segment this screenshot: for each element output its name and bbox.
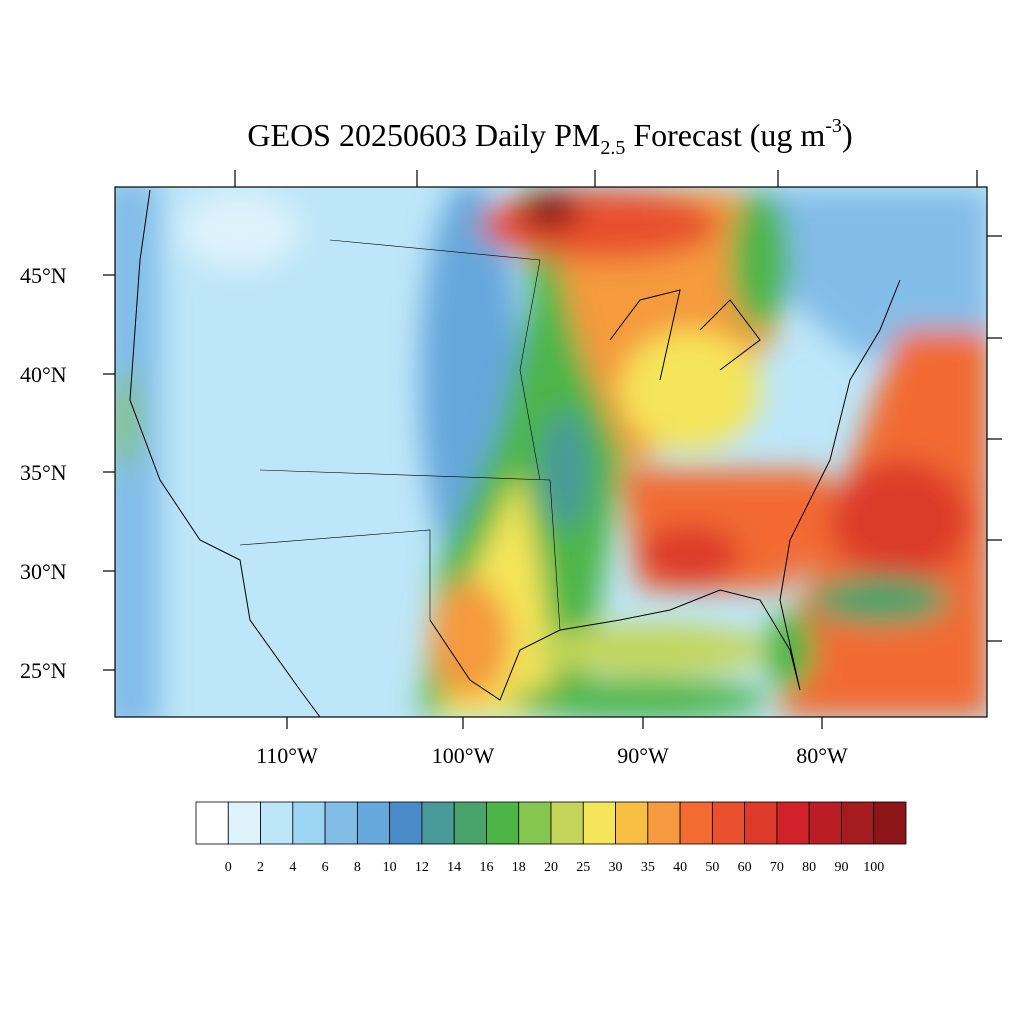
colorbar-swatch	[582, 801, 616, 845]
colorbar-swatch	[292, 801, 326, 845]
lat-label: 25°N	[20, 658, 67, 683]
colorbar-label: 18	[512, 860, 526, 875]
title-text: Forecast (ug m	[625, 117, 825, 153]
lon-label: 80°W	[796, 743, 848, 768]
colorbar-swatch	[711, 801, 746, 845]
title: GEOS 20250603 Daily PM2.5 Forecast (ug m…	[247, 115, 852, 159]
colorbar-swatch	[260, 801, 294, 845]
lat-label: 35°N	[20, 460, 67, 485]
colorbar-label: 14	[447, 860, 461, 875]
colorbar-label: 100	[863, 860, 884, 875]
lon-label: 110°W	[256, 743, 318, 768]
map-frame	[114, 186, 988, 718]
colorbar-label: 35	[641, 860, 655, 875]
map-ticks	[103, 170, 1002, 729]
colorbar-label: 8	[354, 860, 361, 875]
colorbar-label: 6	[322, 860, 329, 875]
colorbar-swatch	[679, 801, 713, 845]
colorbar-swatch	[227, 801, 261, 845]
colorbar-label: 90	[834, 860, 848, 875]
colorbar-label: 60	[738, 860, 752, 875]
colorbar-label: 2	[257, 860, 264, 875]
colorbar-label: 12	[415, 860, 429, 875]
colorbar-swatch	[873, 801, 907, 845]
colorbar-swatch	[486, 801, 520, 845]
title-text: GEOS 20250603 Daily PM	[247, 117, 600, 153]
colorbar-swatch	[453, 801, 487, 845]
colorbar-swatch	[808, 801, 842, 845]
colorbar-label: 70	[770, 860, 784, 875]
lon-label: 100°W	[432, 743, 495, 768]
colorbar-swatch	[615, 801, 649, 845]
pm25-field	[115, 187, 987, 717]
colorbar-swatch	[421, 801, 455, 845]
colorbar-label: 0	[225, 860, 232, 875]
colorbar-label: 4	[289, 860, 296, 875]
title-superscript: -3	[825, 115, 842, 137]
lon-label: 90°W	[617, 743, 669, 768]
colorbar-swatch	[356, 801, 391, 845]
colorbar-swatch	[744, 801, 778, 845]
colorbar-label: 50	[705, 860, 719, 875]
colorbar-label: 25	[576, 860, 590, 875]
colorbar-label: 80	[802, 860, 816, 875]
colorbar-swatch	[324, 801, 358, 845]
lat-label: 30°N	[20, 559, 67, 584]
colorbar-label: 10	[383, 860, 397, 875]
colorbar-swatch	[841, 801, 875, 845]
colorbar-label: 20	[544, 860, 558, 875]
lat-label: 45°N	[20, 263, 67, 288]
title-subscript: 2.5	[600, 137, 625, 159]
colorbar-swatch	[389, 801, 423, 845]
colorbar-label: 40	[673, 860, 687, 875]
colorbar-label: 30	[609, 860, 623, 875]
colorbar-label: 16	[479, 860, 493, 875]
colorbar-swatch	[518, 801, 552, 845]
colorbar-swatch	[776, 801, 810, 845]
colorbar-swatch	[195, 801, 229, 845]
colorbar-swatch	[550, 801, 584, 845]
lat-label: 40°N	[20, 362, 67, 387]
title-text: )	[842, 117, 853, 153]
coastlines	[129, 189, 901, 717]
colorbar-swatch	[647, 801, 681, 845]
